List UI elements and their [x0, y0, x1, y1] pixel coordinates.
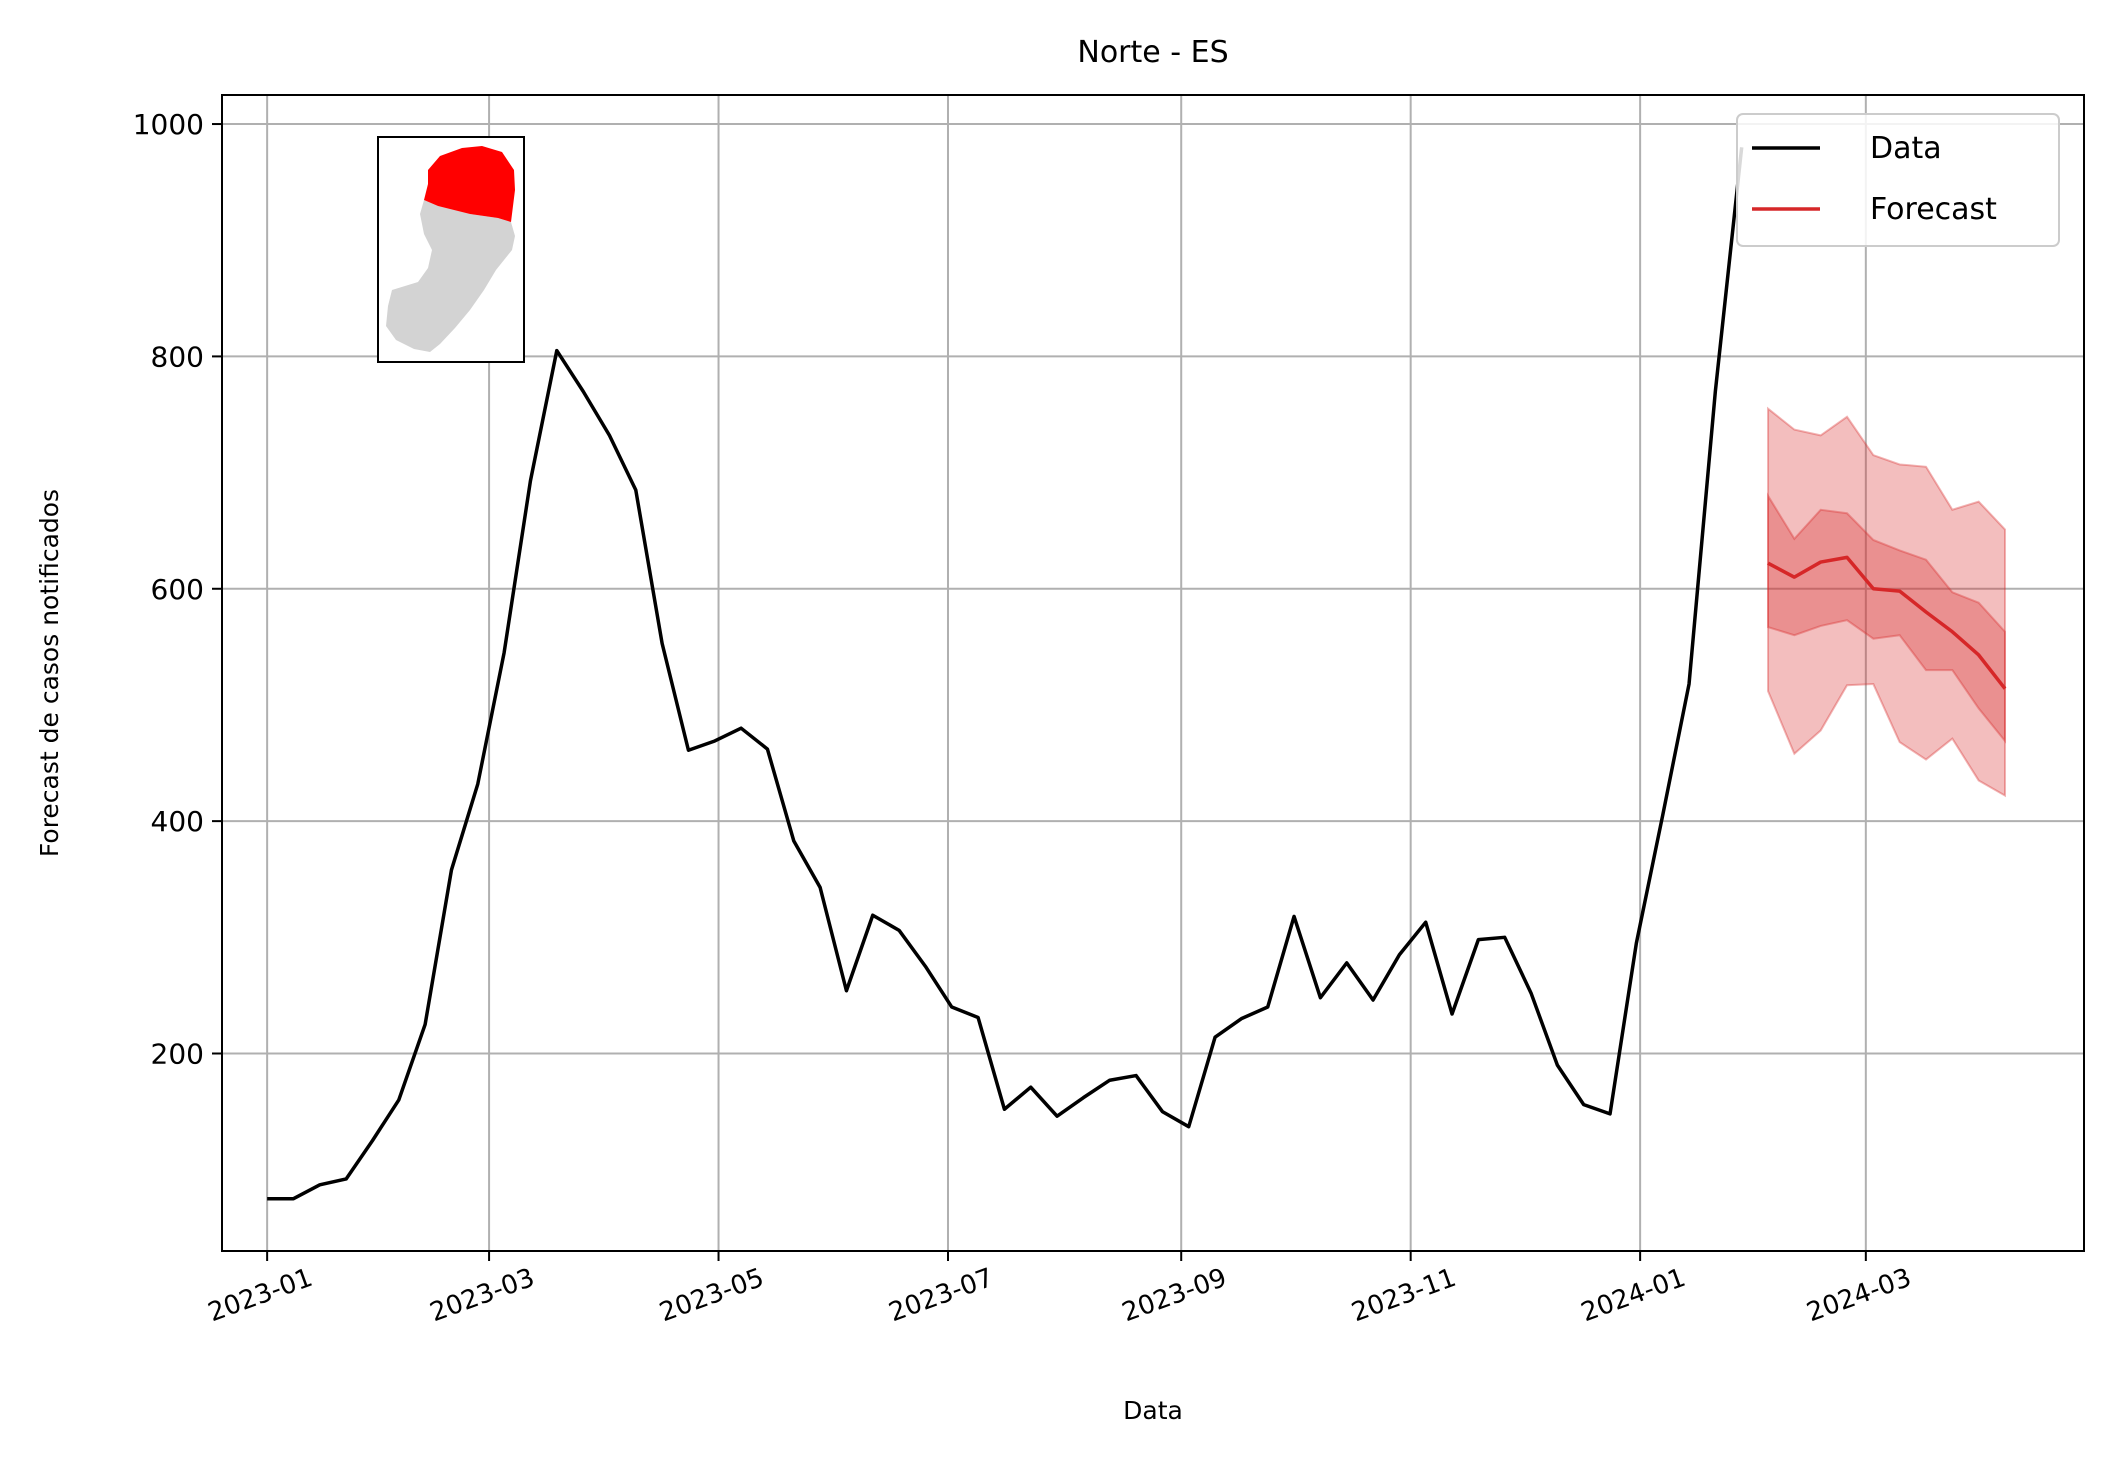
y-tick-label: 800	[151, 340, 204, 373]
legend: Data Forecast	[1736, 113, 2060, 247]
plot-frame	[221, 94, 2085, 1252]
x-tick-label: 2024-01	[1577, 1263, 1689, 1328]
y-axis-label: Forecast de casos notificados	[35, 489, 64, 857]
y-tick-label: 200	[151, 1037, 204, 1070]
y-tick-label: 600	[151, 573, 204, 606]
x-tick-label: 2023-11	[1348, 1263, 1460, 1328]
legend-label-data: Data	[1870, 131, 1942, 166]
inset-map-base-region	[386, 200, 515, 352]
x-axis: 2023-01 2023-03 2023-05 2023-07 2023-09 2023-…	[204, 1251, 1915, 1328]
inset-map-highlight-region	[424, 146, 515, 222]
series-line-forecast	[1767, 555, 2007, 690]
legend-label-forecast: Forecast	[1870, 192, 1997, 227]
y-tick-label: 400	[151, 805, 204, 838]
forecast-intervals	[1767, 406, 2007, 798]
forecast-outer-interval	[1767, 406, 2007, 798]
y-tick-label: 1000	[133, 108, 204, 141]
x-axis-label: Data	[1123, 1396, 1183, 1425]
forecast-inner-interval	[1767, 492, 2007, 744]
x-tick-label: 2023-05	[656, 1263, 768, 1328]
y-axis: 200 400 600 800 1000	[133, 108, 222, 1070]
series-lines	[267, 147, 2007, 1201]
x-tick-label: 2023-03	[426, 1263, 538, 1328]
x-tick-label: 2024-03	[1803, 1263, 1915, 1328]
x-tick-label: 2023-01	[204, 1263, 316, 1328]
x-tick-label: 2023-07	[885, 1263, 997, 1328]
inset-map	[377, 136, 525, 363]
chart-title: Norte - ES	[1077, 35, 1228, 70]
x-tick-label: 2023-09	[1118, 1263, 1230, 1328]
series-line-data	[267, 147, 1744, 1201]
